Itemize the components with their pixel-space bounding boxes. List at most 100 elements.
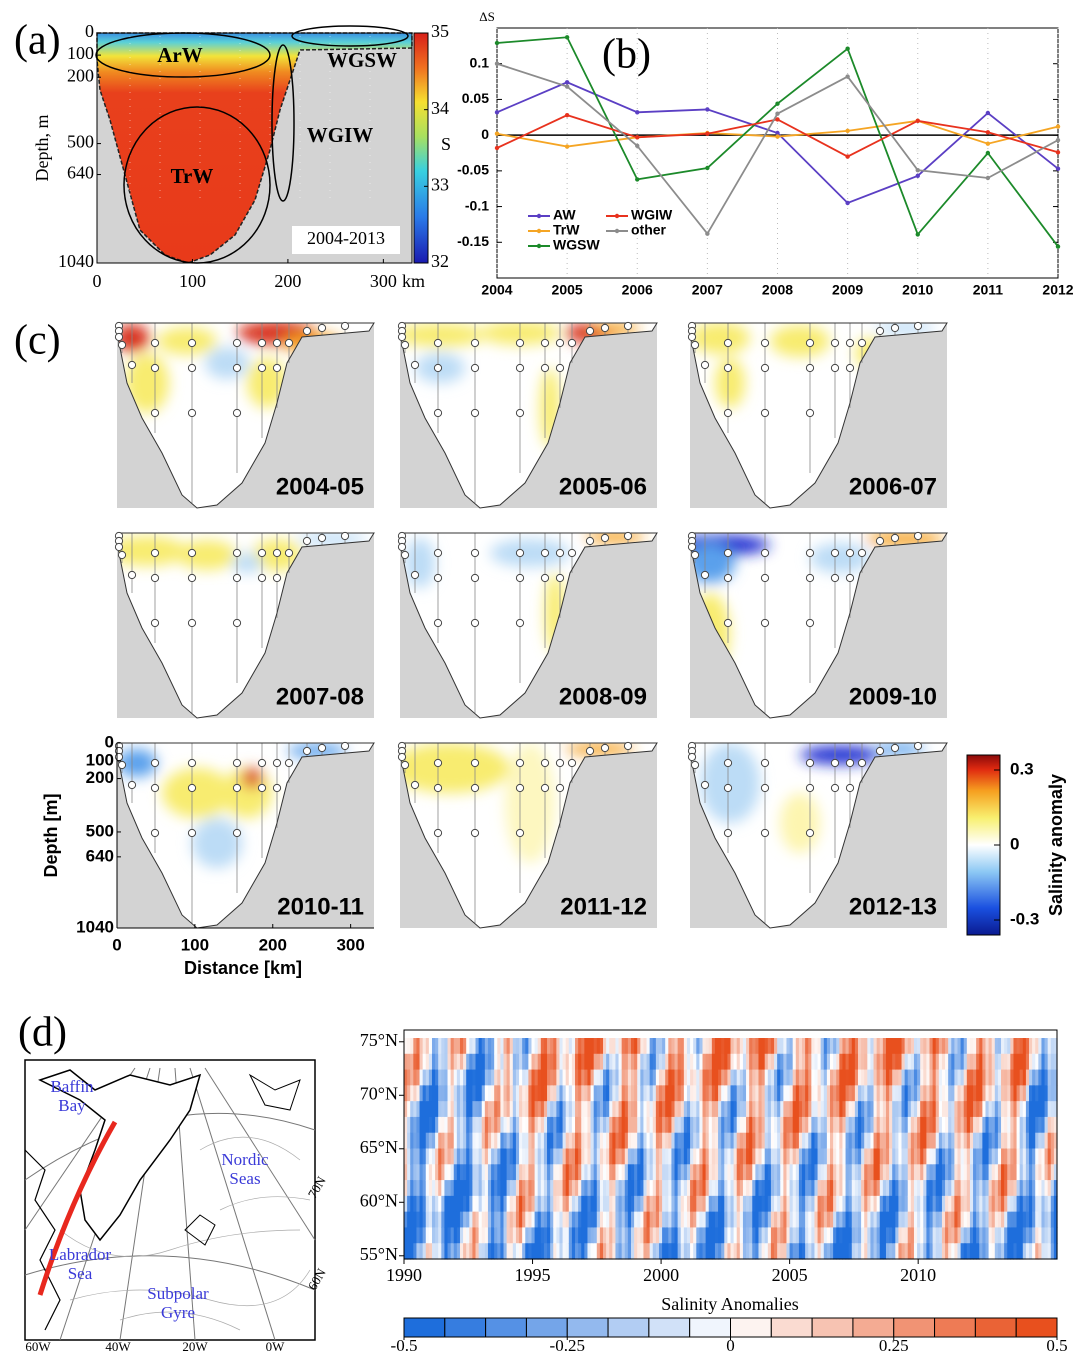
field-cell (711, 1116, 716, 1134)
field-cell (450, 1116, 455, 1134)
station-point (760, 783, 770, 793)
field-cell (519, 1132, 523, 1150)
field-cell (491, 1038, 495, 1055)
field-cell (438, 1180, 442, 1197)
field-cell (774, 1211, 778, 1229)
field-cell (926, 1053, 931, 1071)
field-cell (774, 1180, 778, 1197)
field-cell (733, 1101, 738, 1118)
field-cell (438, 1148, 442, 1165)
data-point (705, 107, 710, 112)
field-cell (699, 1101, 704, 1118)
field-cell (655, 1243, 660, 1260)
region-label: Subpolar Gyre (147, 1284, 209, 1322)
field-cell (690, 1148, 694, 1165)
station-point (284, 548, 294, 558)
field-cell (724, 1227, 728, 1244)
field-cell (599, 1038, 604, 1055)
field-cell (559, 1195, 564, 1213)
field-cell (596, 1053, 601, 1071)
field-cell (556, 1116, 561, 1134)
field-cell (988, 1195, 993, 1213)
field-cell (456, 1085, 461, 1102)
field-cell (606, 1195, 610, 1213)
field-cell (920, 1116, 924, 1134)
field-cell (739, 1211, 744, 1229)
field-cell (652, 1085, 657, 1102)
field-cell (416, 1180, 421, 1197)
field-cell (466, 1053, 470, 1071)
field-cell (976, 1132, 980, 1150)
field-cell (571, 1180, 576, 1197)
field-cell (571, 1243, 576, 1260)
field-cell (727, 1211, 732, 1229)
field-cell (770, 1148, 775, 1165)
field-cell (777, 1195, 781, 1213)
field-cell (640, 1069, 645, 1086)
field-cell (901, 1069, 906, 1086)
field-cell (568, 1195, 573, 1213)
field-cell (926, 1069, 931, 1086)
field-cell (917, 1038, 921, 1055)
field-cell (680, 1164, 685, 1181)
field-cell (820, 1227, 825, 1244)
field-cell (1004, 1164, 1008, 1181)
y-tick-label: 65°N (360, 1137, 398, 1157)
graticule-line (24, 1255, 316, 1291)
field-cell (615, 1132, 620, 1150)
field-cell (746, 1101, 750, 1118)
field-cell (917, 1053, 921, 1071)
field-cell (537, 1069, 542, 1086)
field-cell (882, 1101, 887, 1118)
field-cell (923, 1164, 927, 1181)
field-cell (425, 1227, 430, 1244)
field-cell (789, 1195, 794, 1213)
field-cell (621, 1132, 626, 1150)
station-point (690, 340, 700, 350)
field-cell (624, 1132, 629, 1150)
field-cell (1038, 1211, 1043, 1229)
field-cell (786, 1038, 791, 1055)
field-cell (935, 1116, 940, 1134)
field-cell (686, 1038, 691, 1055)
field-cell (895, 1148, 900, 1165)
field-cell (848, 1132, 853, 1150)
field-cell (951, 1101, 955, 1118)
field-cell (686, 1053, 691, 1071)
field-cell (798, 1227, 803, 1244)
field-cell (463, 1069, 467, 1086)
field-cell (559, 1164, 564, 1181)
station-point (760, 363, 770, 373)
field-cell (957, 1038, 962, 1055)
field-cell (640, 1038, 645, 1055)
field-cell (876, 1069, 881, 1086)
field-cell (885, 1053, 890, 1071)
field-cell (711, 1180, 716, 1197)
field-cell (621, 1211, 626, 1229)
field-cell (867, 1195, 872, 1213)
field-cell (1053, 1069, 1058, 1086)
field-cell (590, 1132, 595, 1150)
field-cell (618, 1164, 623, 1181)
field-cell (525, 1085, 529, 1102)
station-point (340, 321, 350, 331)
field-cell (976, 1164, 980, 1181)
field-cell (826, 1085, 831, 1102)
field-cell (491, 1148, 495, 1165)
field-cell (686, 1243, 691, 1260)
graticule-line (204, 1067, 316, 1241)
field-cell (941, 1148, 946, 1165)
field-cell (1001, 1116, 1005, 1134)
field-cell (817, 1132, 822, 1150)
field-cell (593, 1180, 598, 1197)
station-point (875, 536, 885, 546)
field-cell (721, 1053, 725, 1071)
field-cell (951, 1243, 955, 1260)
field-cell (668, 1038, 673, 1055)
field-cell (951, 1069, 955, 1086)
field-cell (820, 1116, 825, 1134)
field-cell (1035, 1053, 1039, 1071)
field-cell (500, 1195, 505, 1213)
field-cell (854, 1069, 859, 1086)
field-cell (746, 1116, 750, 1134)
